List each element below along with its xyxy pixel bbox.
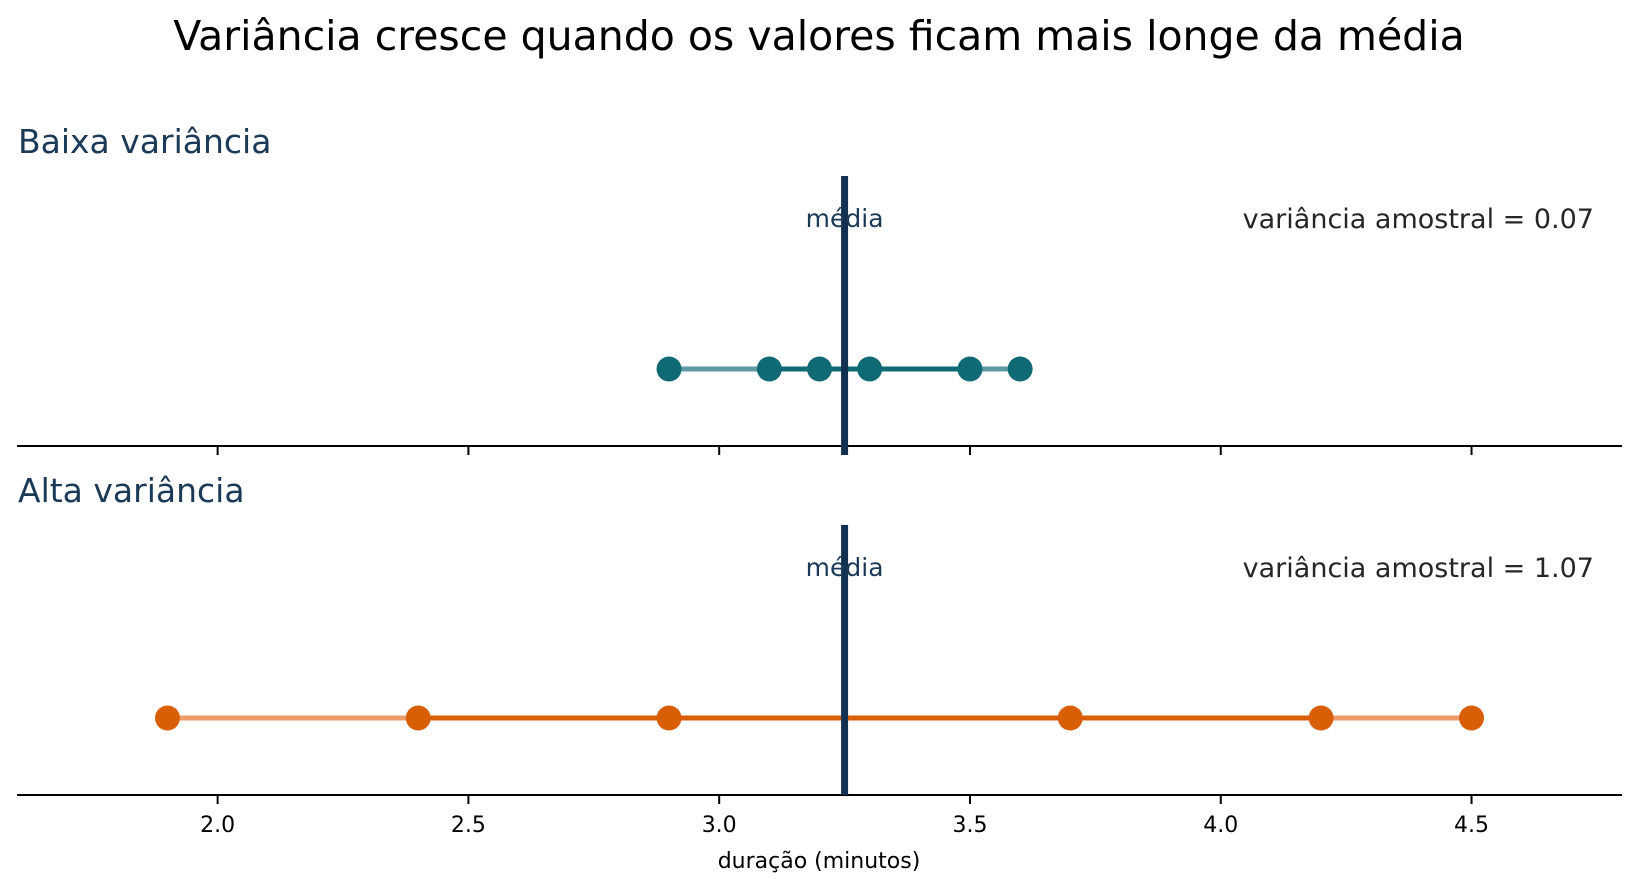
x-axis: 2.0 2.5 3.0 3.5 4.0 4.5 (200, 446, 1489, 838)
data-point (1057, 705, 1083, 731)
data-point (405, 705, 431, 731)
x-axis-label: duração (minutos) (718, 849, 921, 874)
panels: Baixa variância média variância amostral =… (17, 122, 1622, 796)
panel-1: Baixa variância média variância amostral =… (17, 122, 1622, 455)
data-point (857, 356, 883, 382)
data-point (756, 356, 782, 382)
x-tick-label: 3.0 (702, 813, 737, 838)
x-tick-label: 2.5 (451, 813, 486, 838)
x-tick-label: 2.0 (200, 813, 235, 838)
data-point (154, 705, 180, 731)
data-point (656, 356, 682, 382)
x-tick-label: 4.5 (1454, 813, 1489, 838)
panel-title: Alta variância (18, 471, 245, 510)
data-point (656, 705, 682, 731)
x-tick-label: 4.0 (1203, 813, 1238, 838)
data-point (1007, 356, 1033, 382)
data-point (957, 356, 983, 382)
x-tick-label: 3.5 (952, 813, 987, 838)
chart-title: Variância cresce quando os valores ficam… (173, 12, 1464, 60)
variance-label: variância amostral = 1.07 (1243, 553, 1594, 584)
data-point (1308, 705, 1334, 731)
mean-label: média (806, 204, 884, 233)
panel-2: Alta variância média variância amostral = … (17, 471, 1622, 796)
data-point (1459, 705, 1485, 731)
variance-label: variância amostral = 0.07 (1243, 204, 1594, 235)
panel-title: Baixa variância (18, 122, 271, 161)
data-point (807, 356, 832, 382)
mean-label: média (806, 553, 884, 582)
